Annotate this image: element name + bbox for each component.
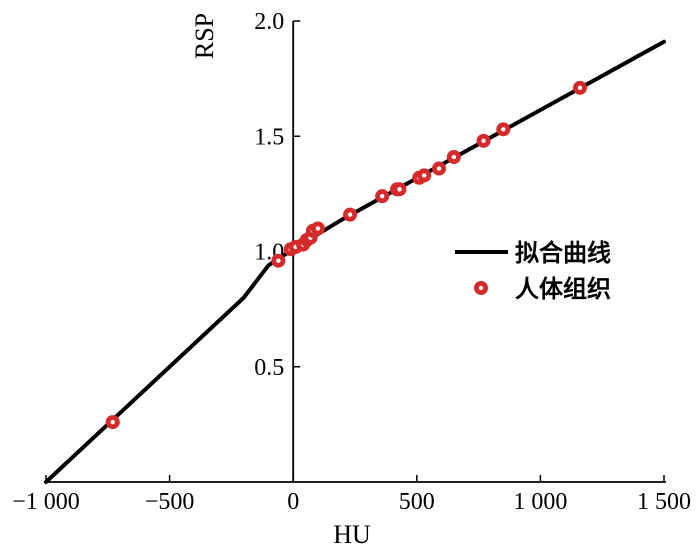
legend-label-fit-curve: 拟合曲线: [515, 239, 611, 267]
legend-label-tissue: 人体组织: [515, 275, 611, 303]
tissue-data-point: [496, 122, 511, 137]
y-tick-label: 0.5: [254, 355, 284, 381]
tissue-data-point: [392, 182, 407, 197]
tissue-data-point: [310, 221, 325, 236]
y-axis-label: RSP: [190, 13, 219, 59]
legend-marker-swatch: [474, 281, 488, 295]
tissue-data-point: [271, 253, 286, 268]
x-tick-label: 0: [287, 489, 299, 515]
y-tick-label: 1.5: [254, 124, 284, 150]
x-tick-label: −500: [145, 489, 195, 515]
x-tick-label: 500: [399, 489, 435, 515]
marker-layer: [105, 80, 587, 430]
tissue-data-point: [446, 149, 461, 164]
x-tick-label: −1 000: [12, 489, 80, 515]
tissue-data-point: [476, 133, 491, 148]
x-tick-label: 1 500: [637, 489, 691, 515]
legend: 拟合曲线 人体组织: [455, 239, 611, 303]
tissue-data-point: [375, 189, 390, 204]
x-tick-label: 1 000: [513, 489, 567, 515]
tissue-data-point: [343, 207, 358, 222]
x-axis-label: HU: [333, 520, 371, 548]
tissue-data-point: [105, 415, 120, 430]
tissue-data-point: [432, 161, 447, 176]
tissue-data-point: [572, 80, 587, 95]
tissue-data-point: [417, 168, 432, 183]
y-tick-label: 2.0: [254, 9, 284, 35]
